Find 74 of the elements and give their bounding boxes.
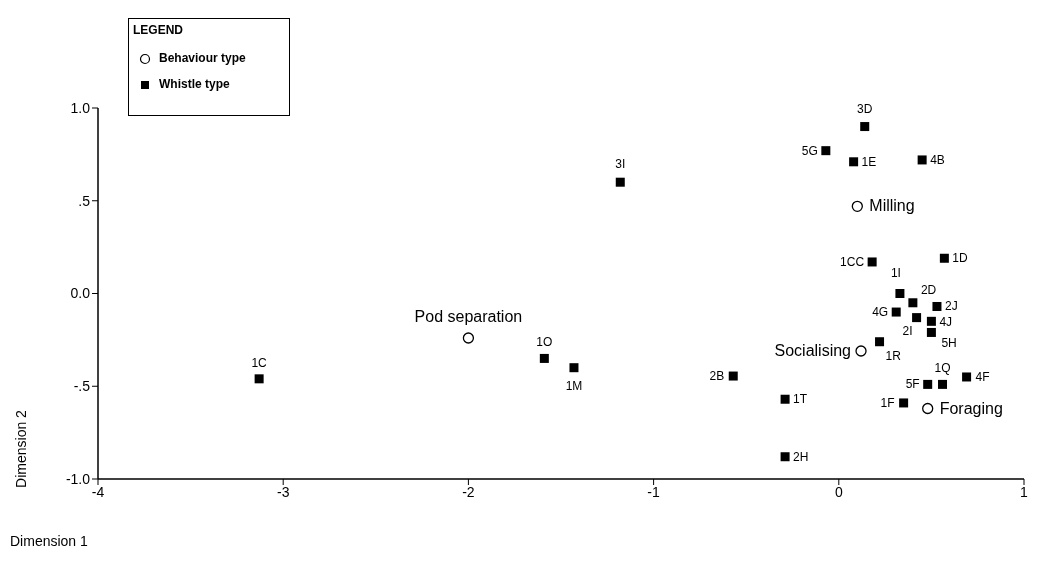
point (867, 257, 877, 267)
y-tick-label: -1.0 (65, 470, 91, 487)
point (875, 337, 885, 347)
annotation: 2B (709, 369, 725, 384)
point (899, 398, 909, 408)
point (932, 301, 942, 311)
annotation: 5F (905, 377, 920, 392)
point (780, 394, 790, 404)
annotation: 2I (902, 323, 913, 338)
point (923, 379, 933, 389)
point (539, 353, 549, 363)
x-tick-label: -1 (647, 483, 661, 500)
annotation: 1Q (934, 361, 951, 376)
y-tick-label: 0.0 (70, 285, 91, 302)
annotation: 1CC (840, 254, 865, 269)
annotation: 2D (920, 282, 937, 297)
point (855, 345, 867, 357)
y-axis-title: Dimension 2 (13, 409, 29, 488)
point (895, 289, 905, 298)
x-axis-title: Dimension 1 (10, 533, 89, 549)
annotation: 1M (565, 378, 583, 393)
annotation: 4G (872, 305, 889, 320)
annotation: 2H (793, 449, 809, 464)
point (851, 200, 863, 212)
annotation: 1O (536, 335, 553, 350)
point (922, 402, 934, 415)
point (569, 363, 579, 373)
point (908, 298, 918, 308)
annotation: 1D (952, 251, 969, 266)
point (938, 379, 948, 389)
point (962, 372, 972, 382)
annotation: 4J (939, 315, 953, 330)
annotation: 1F (880, 395, 895, 410)
annotation: Pod separation (414, 308, 523, 326)
point (780, 452, 790, 462)
annotation: 1I (890, 265, 901, 280)
x-tick-label: 1 (1020, 483, 1029, 500)
annotation: 5H (941, 336, 957, 351)
x-tick-label: 0 (834, 483, 843, 500)
legend-label: Whistle type (158, 77, 231, 91)
annotation: Socialising (774, 342, 852, 360)
annotation: 3I (615, 157, 626, 172)
annotation: 2J (944, 299, 958, 314)
point (939, 253, 949, 263)
point (462, 332, 475, 344)
point (926, 327, 936, 337)
point (860, 122, 870, 132)
annotation: 4F (975, 369, 990, 384)
point (849, 157, 859, 167)
point (728, 371, 738, 381)
x-tick-label: -3 (276, 483, 290, 500)
y-tick-label: -.5 (73, 378, 91, 395)
x-tick-label: -2 (462, 483, 475, 500)
point (891, 307, 901, 317)
point (615, 177, 625, 187)
point (254, 374, 264, 384)
annotation: 1R (885, 348, 902, 363)
y-tick-label: .5 (78, 192, 91, 209)
annotation: 1E (861, 154, 877, 169)
legend-title: LEGEND (133, 23, 184, 37)
annotation: 4B (930, 152, 945, 167)
legend-label: Behaviour type (158, 51, 247, 65)
annotation: 3D (857, 101, 873, 116)
point (926, 316, 936, 326)
annotation: Foraging (939, 399, 1003, 417)
y-tick-label: 1.0 (70, 99, 91, 116)
annotation: 1C (251, 355, 268, 370)
annotation: Milling (869, 197, 915, 215)
point (917, 155, 927, 165)
point (912, 313, 922, 323)
annotation: 5G (801, 143, 818, 158)
point (821, 146, 831, 156)
annotation: 1T (793, 392, 808, 407)
x-tick-label: -4 (91, 483, 105, 500)
